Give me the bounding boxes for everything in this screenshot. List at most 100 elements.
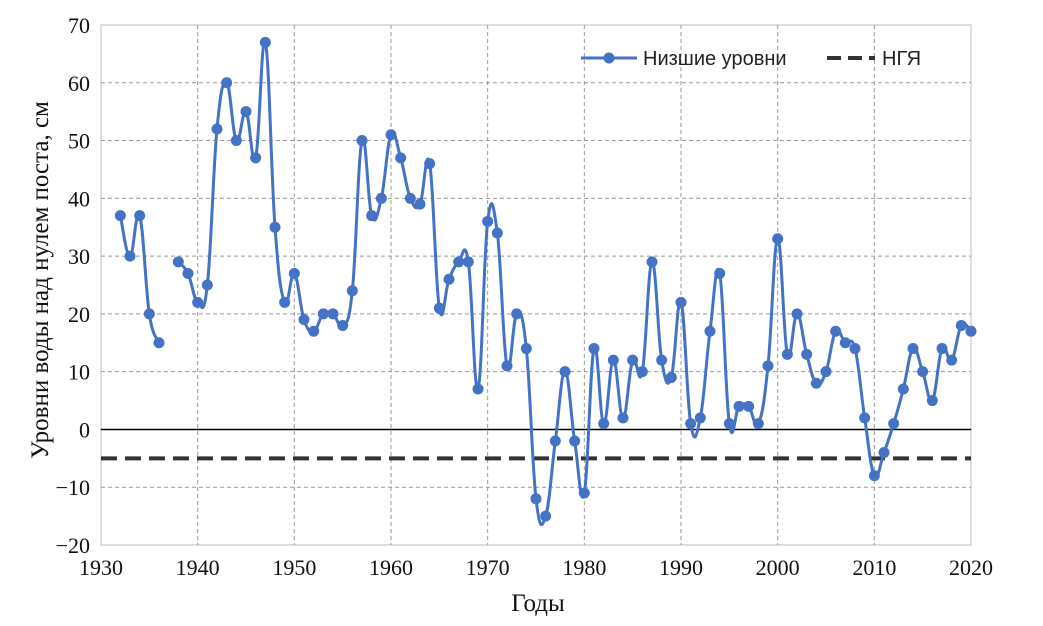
data-point-lowest-levels xyxy=(269,221,281,233)
data-point-lowest-levels xyxy=(578,487,590,499)
x-tick-label: 1950 xyxy=(272,555,316,580)
data-point-lowest-levels xyxy=(404,192,416,204)
x-tick-label: 2020 xyxy=(949,555,993,580)
x-tick-label: 2010 xyxy=(852,555,896,580)
data-point-lowest-levels xyxy=(888,418,900,430)
data-point-lowest-levels xyxy=(288,267,300,279)
y-tick-label: 0 xyxy=(79,417,90,442)
data-point-lowest-levels xyxy=(617,412,629,424)
data-point-lowest-levels xyxy=(443,273,455,285)
data-point-lowest-levels xyxy=(385,129,397,141)
plot-area-border xyxy=(100,24,972,546)
data-point-lowest-levels xyxy=(453,256,465,268)
legend: Низшие уровни НГЯ xyxy=(581,48,921,70)
data-point-lowest-levels xyxy=(936,343,948,355)
data-point-lowest-levels xyxy=(279,296,291,308)
data-point-lowest-levels xyxy=(607,354,619,366)
data-point-lowest-levels xyxy=(714,267,726,279)
grid-x xyxy=(197,25,875,545)
data-point-lowest-levels xyxy=(337,319,349,331)
data-point-lowest-levels xyxy=(965,325,977,337)
data-point-lowest-levels xyxy=(897,383,909,395)
x-tick-label: 2000 xyxy=(756,555,800,580)
data-point-lowest-levels xyxy=(520,343,532,355)
data-point-lowest-levels xyxy=(221,77,233,89)
data-point-lowest-levels xyxy=(762,360,774,372)
data-point-lowest-levels xyxy=(182,267,194,279)
data-point-lowest-levels xyxy=(230,135,242,147)
data-point-lowest-levels xyxy=(114,210,126,222)
data-point-lowest-levels xyxy=(327,308,339,320)
data-point-lowest-levels xyxy=(366,210,378,222)
data-point-lowest-levels xyxy=(878,447,890,459)
data-point-lowest-levels xyxy=(501,360,513,372)
x-tick-label: 1930 xyxy=(79,555,123,580)
legend-marker-lowest-levels xyxy=(603,52,615,64)
x-tick-labels: 1930 1940 1950 1960 1970 1980 1990 2000 2010 2020 xyxy=(79,555,993,580)
data-point-lowest-levels xyxy=(414,198,426,210)
data-point-lowest-levels xyxy=(240,106,252,118)
data-point-lowest-levels xyxy=(704,325,716,337)
data-point-lowest-levels xyxy=(308,325,320,337)
data-point-lowest-levels xyxy=(743,400,755,412)
x-axis-title: Годы xyxy=(511,590,565,617)
data-point-lowest-levels xyxy=(868,470,880,482)
data-point-lowest-levels xyxy=(346,285,358,297)
data-point-lowest-levels xyxy=(685,418,697,430)
y-tick-label: 10 xyxy=(68,360,90,385)
y-tick-label: 50 xyxy=(68,129,90,154)
data-point-lowest-levels xyxy=(598,418,610,430)
data-point-lowest-levels xyxy=(820,366,832,378)
data-point-lowest-levels xyxy=(172,256,184,268)
data-point-lowest-levels xyxy=(192,296,204,308)
data-point-lowest-levels xyxy=(143,308,155,320)
data-point-lowest-levels xyxy=(723,418,735,430)
data-point-lowest-levels xyxy=(859,412,871,424)
x-tick-label: 1940 xyxy=(176,555,220,580)
data-point-lowest-levels xyxy=(917,366,929,378)
data-point-lowest-levels xyxy=(733,400,745,412)
data-point-lowest-levels xyxy=(849,343,861,355)
data-point-lowest-levels xyxy=(781,348,793,360)
data-point-lowest-levels xyxy=(665,371,677,383)
data-point-lowest-levels xyxy=(656,354,668,366)
data-point-lowest-levels xyxy=(588,343,600,355)
data-point-lowest-levels xyxy=(694,412,706,424)
legend-label-lowest-levels: Низшие уровни xyxy=(643,48,787,70)
data-point-lowest-levels xyxy=(482,215,494,227)
data-point-lowest-levels xyxy=(627,354,639,366)
data-point-lowest-levels xyxy=(675,296,687,308)
data-point-lowest-levels xyxy=(317,308,329,320)
data-point-lowest-levels xyxy=(791,308,803,320)
data-point-lowest-levels xyxy=(472,383,484,395)
data-point-lowest-levels xyxy=(134,210,146,222)
y-tick-label: 60 xyxy=(68,71,90,96)
x-tick-label: 1980 xyxy=(562,555,606,580)
data-point-lowest-levels xyxy=(926,395,938,407)
y-tick-label: −20 xyxy=(56,533,90,558)
data-point-lowest-levels xyxy=(810,377,822,389)
data-point-lowest-levels xyxy=(907,343,919,355)
x-tick-label: 1960 xyxy=(369,555,413,580)
y-tick-label: 30 xyxy=(68,244,90,269)
data-point-lowest-levels xyxy=(559,366,571,378)
data-point-lowest-levels xyxy=(752,418,764,430)
y-tick-label: 70 xyxy=(68,13,90,38)
data-point-lowest-levels xyxy=(491,227,503,239)
y-axis-title: Уровни воды над нулем поста, см xyxy=(27,101,54,459)
data-point-lowest-levels xyxy=(375,192,387,204)
data-point-lowest-levels xyxy=(830,325,842,337)
data-point-lowest-levels xyxy=(839,337,851,349)
y-tick-labels: −20 −10 0 10 20 30 40 50 60 70 xyxy=(56,13,90,558)
data-point-lowest-levels xyxy=(511,308,523,320)
x-tick-label: 1990 xyxy=(659,555,703,580)
data-point-lowest-levels xyxy=(124,250,136,262)
data-point-lowest-levels xyxy=(201,279,213,291)
data-point-lowest-levels xyxy=(433,302,445,314)
series-layer xyxy=(101,36,977,527)
data-point-lowest-levels xyxy=(424,158,436,170)
data-point-lowest-levels xyxy=(772,233,784,245)
y-tick-label: 40 xyxy=(68,186,90,211)
data-point-lowest-levels xyxy=(259,36,271,48)
